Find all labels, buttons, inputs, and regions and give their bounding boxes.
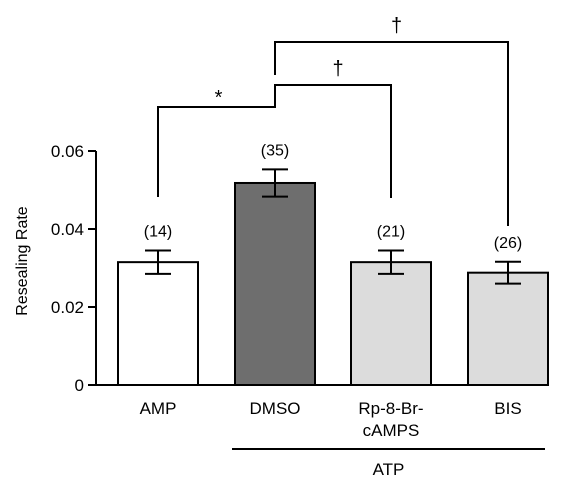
bars bbox=[117, 168, 549, 386]
n-label: (21) bbox=[377, 223, 405, 240]
group-label: ATP bbox=[373, 460, 405, 479]
bar-0 bbox=[117, 261, 199, 386]
bar-3 bbox=[467, 271, 549, 386]
significance-symbol: * bbox=[215, 87, 223, 109]
x-tick-label: cAMPS bbox=[363, 421, 420, 440]
y-tick-label: 0.04 bbox=[51, 220, 84, 239]
x-tick-label: BIS bbox=[494, 399, 521, 418]
significance-symbol: † bbox=[391, 15, 402, 37]
x-tick-label: Rp-8-Br- bbox=[358, 399, 423, 418]
significance-bracket bbox=[274, 41, 509, 226]
bar-2 bbox=[350, 261, 432, 386]
y-tick-label: 0.06 bbox=[51, 142, 84, 161]
y-tick-label: 0.02 bbox=[51, 298, 84, 317]
annotations: * † † bbox=[157, 15, 509, 226]
significance-bracket bbox=[157, 95, 276, 197]
bar-1 bbox=[234, 181, 316, 386]
labels: (14) AMP (35) DMSO (21) Rp-8-Br-cAMPS (26) BIS A… bbox=[140, 142, 545, 479]
significance-bracket bbox=[274, 84, 392, 198]
y-tick-label: 0 bbox=[75, 376, 84, 395]
x-tick-label: AMP bbox=[140, 399, 177, 418]
n-label: (14) bbox=[144, 223, 172, 240]
significance-symbol: † bbox=[332, 58, 343, 80]
y-axis-label: Resealing Rate bbox=[14, 206, 31, 316]
x-tick-label: DMSO bbox=[250, 399, 301, 418]
n-label: (35) bbox=[261, 142, 289, 159]
n-label: (26) bbox=[494, 235, 522, 252]
